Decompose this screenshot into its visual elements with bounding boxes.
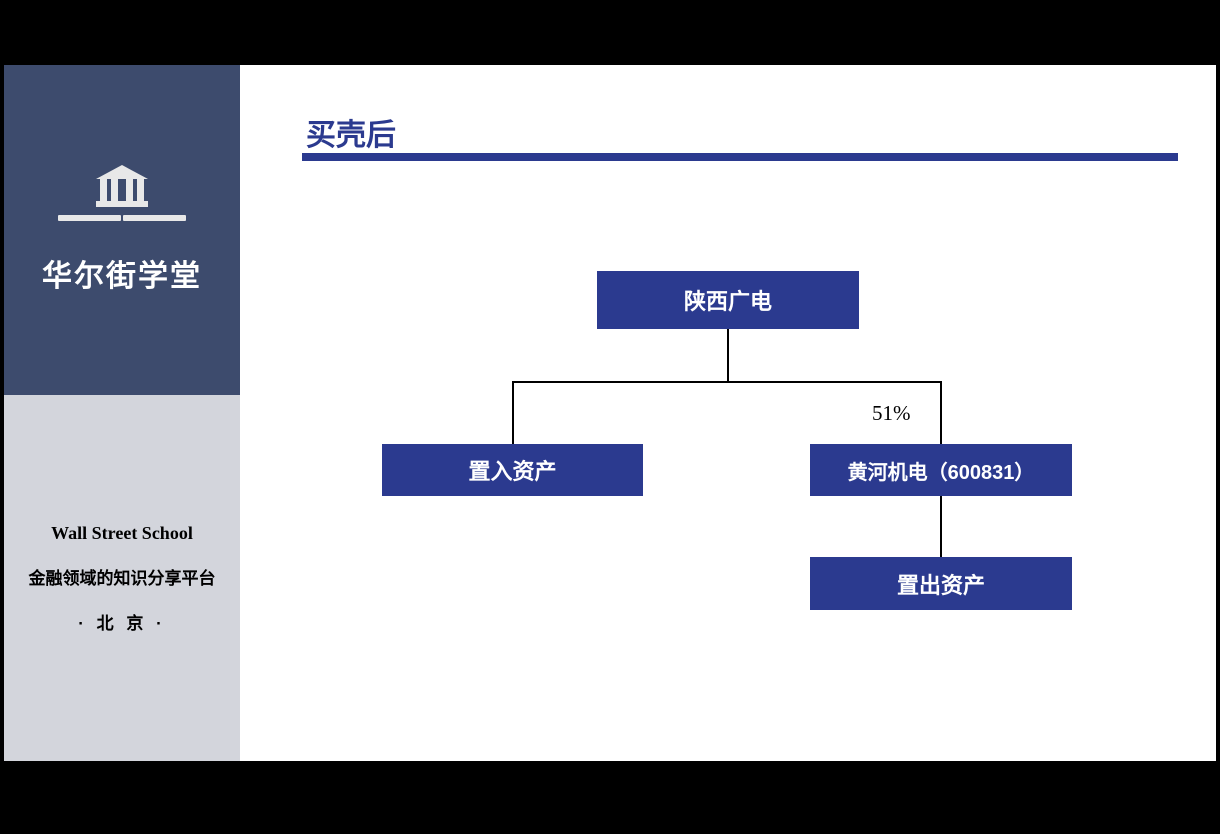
node-top: 陕西广电 [597,271,859,329]
node-bottom: 置出资产 [810,557,1072,610]
node-left: 置入资产 [382,444,643,496]
building-icon [94,165,150,207]
location-label: · 北 京 · [78,609,166,634]
connector-bottom-vertical [940,496,942,557]
content-area: 买壳后 51% 陕西广电 置入资产 黄河机电（600831） 置出资产 [240,65,1216,761]
connector-top-vertical [727,329,729,383]
flowchart: 51% 陕西广电 置入资产 黄河机电（600831） 置出资产 [240,65,1216,761]
sidebar-bottom-panel: Wall Street School 金融领域的知识分享平台 · 北 京 · [4,395,240,761]
tagline: 金融领域的知识分享平台 [29,564,216,589]
connector-horizontal [512,381,942,383]
connector-right-vertical [940,381,942,444]
brand-name-en: Wall Street School [51,523,193,544]
connector-left-vertical [512,381,514,444]
node-right: 黄河机电（600831） [810,444,1072,496]
slide-container: 华尔街学堂 Wall Street School 金融领域的知识分享平台 · 北… [4,65,1216,761]
edge-label-percent: 51% [872,401,911,426]
logo-underline [58,215,186,221]
sidebar-top-panel: 华尔街学堂 [4,65,240,395]
brand-name-cn: 华尔街学堂 [42,251,202,295]
